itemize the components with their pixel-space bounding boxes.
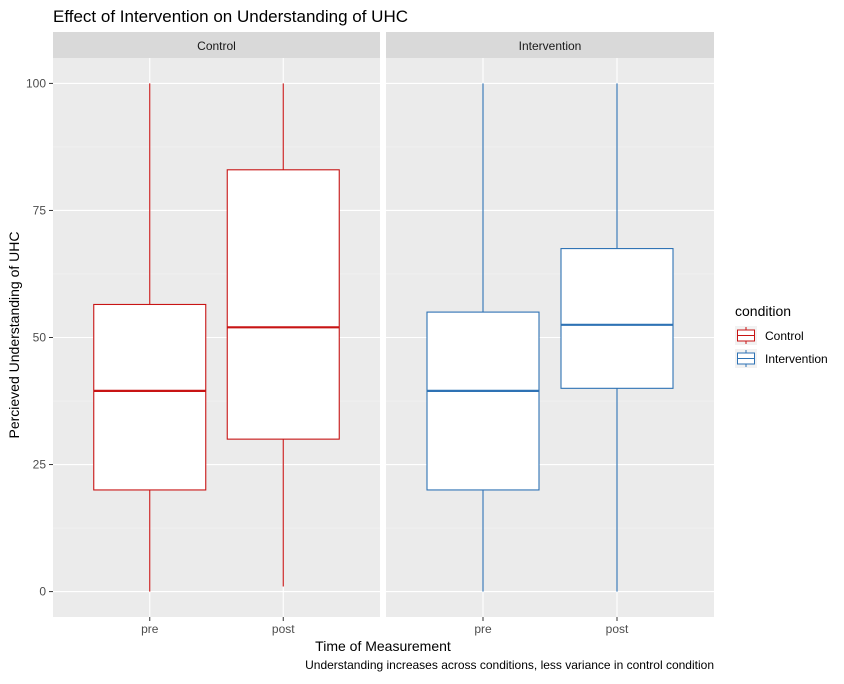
box-iqr [426, 311, 540, 491]
facet-panel: Intervention pre post [386, 32, 714, 636]
y-tick-label: 50 [33, 331, 47, 345]
facet-strip [53, 32, 380, 58]
box-iqr [93, 303, 207, 491]
y-tick-label: 100 [26, 76, 46, 90]
facet-strip [386, 32, 714, 58]
box-iqr [560, 248, 674, 389]
x-tick-label: pre [474, 622, 492, 636]
facet-strip-label: Intervention [519, 39, 582, 53]
boxplot-intervention-pre [426, 83, 540, 592]
y-axis: 0 25 50 75 100 [26, 76, 53, 599]
x-tick-label: post [606, 622, 629, 636]
x-tick-label: pre [141, 622, 159, 636]
x-tick-label: post [272, 622, 295, 636]
facet-panel: Control pre post [53, 32, 380, 636]
y-tick-label: 0 [39, 585, 46, 599]
legend-item: Intervention [735, 349, 828, 368]
boxplot-intervention-post [560, 83, 674, 592]
y-tick-label: 75 [33, 203, 47, 217]
x-axis-title: Time of Measurement [315, 638, 451, 654]
boxplot-control-post [226, 83, 340, 587]
legend-title: condition [735, 303, 791, 319]
legend-label: Intervention [765, 352, 828, 366]
chart-caption: Understanding increases across condition… [305, 658, 714, 672]
legend-label: Control [765, 329, 804, 343]
legend-item: Control [735, 326, 804, 345]
box-iqr [226, 169, 340, 440]
facet-panels: Control pre post Intervention pre post [53, 32, 714, 636]
boxplot-control-pre [93, 83, 207, 592]
chart-title: Effect of Intervention on Understanding … [53, 7, 408, 26]
y-axis-title: Percieved Understanding of UHC [6, 232, 22, 439]
facet-strip-label: Control [197, 39, 236, 53]
y-tick-label: 25 [33, 458, 47, 472]
legend: condition Control Intervention [735, 303, 828, 368]
